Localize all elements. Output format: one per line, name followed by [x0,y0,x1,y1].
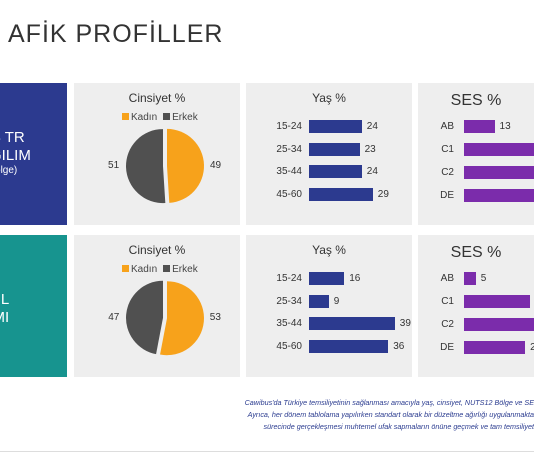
bar-value-label: 36 [393,340,405,352]
row-label-line: AĞILIM [0,147,31,164]
bar [464,120,495,133]
bar-value-label: 26 [530,342,534,353]
bar-value-label: 16 [349,273,361,284]
row-label-box: US TRAĞILIM2 Bölge) [0,83,67,225]
pie-slice [126,280,164,355]
bar-category-label: C1 [441,296,454,307]
legend-item: Kadın [122,264,157,275]
chart-legend: Kadın Erkek [122,112,204,123]
legend-swatch [163,265,171,272]
bar-category-label: AB [440,121,454,132]
legend-label: Erkek [172,264,198,275]
bar-category-label: 15-24 [276,273,302,284]
bar-category-label: C2 [441,167,454,178]
pie-value-label: 49 [209,160,222,171]
pie-chart [126,128,204,204]
bar [309,120,362,133]
bar [464,318,534,331]
bar [464,272,476,285]
bar [309,272,345,285]
chart-legend: Kadın Erkek [122,264,204,275]
legend-swatch [122,113,129,120]
pie-value-label: 47 [108,312,120,323]
footer-divider [0,451,534,452]
bar [309,165,362,178]
bar-value-label: 23 [364,143,376,155]
bar [309,294,329,308]
legend-label: Kadın [131,264,158,275]
bar-category-label: 35-44 [276,318,302,329]
bar [309,142,360,156]
bar-category-label: C2 [441,319,454,330]
legend-item: Kadın [122,112,157,123]
bar-value-label: 9 [333,295,340,307]
footnote-line: Cawibus'da Türkiye temsiliyetinin sağlan… [244,398,534,407]
chart-panel: Yaş % 15-24 24 25-34 23 35-44 24 45-60 29 [246,83,412,225]
pie-value-label: 53 [209,312,221,323]
bar-category-label: C1 [441,144,454,155]
bar [309,339,389,353]
legend-item: Erkek [163,112,198,123]
legend-swatch [122,265,129,272]
bar-value-label: 24 [366,166,378,177]
bar-value-label: 24 [366,121,378,132]
bar-category-label: DE [440,342,454,353]
chart-panel: Cinsiyet % Kadın Erkek 49 51 [74,83,240,225]
bar [464,166,534,179]
row-label-line: LIMI [0,309,10,326]
chart-title: SES % [450,244,502,261]
pie-value-label: 51 [108,160,120,171]
bar-category-label: DE [440,190,454,201]
chart-title: SES % [450,92,502,109]
chart-title: Cinsiyet % [128,91,186,105]
bar [309,187,373,201]
row-label-box: BULLIMI [0,235,67,377]
row-label-line: BUL [0,291,10,308]
pie-slice [126,129,166,204]
row-label-line: US TR [0,129,25,146]
chart-title: Yaş % [312,243,346,257]
pie-slice [166,128,204,203]
bar-category-label: AB [440,273,454,284]
legend-label: Erkek [172,112,198,123]
bar-category-label: 25-34 [276,295,302,307]
bar-category-label: 15-24 [276,121,302,132]
chart-panel: Cinsiyet % Kadın Erkek 53 47 [74,235,240,377]
bar-value-label: 5 [480,273,487,284]
bar-category-label: 25-34 [276,143,302,155]
bar [464,341,526,354]
chart-title: Cinsiyet % [128,243,186,257]
bar [309,317,395,330]
chart-panel: Yaş % 15-24 16 25-34 9 35-44 39 45-60 36 [246,235,412,377]
pie-slice [160,281,204,356]
pie-chart [126,280,204,356]
bar [464,189,534,202]
bar-category-label: 45-60 [276,188,302,200]
legend-swatch [163,113,171,120]
footnote-line: Ayrıca, her dönem tablolama yapılırken s… [247,410,534,419]
row-label-line: 2 Bölge) [0,165,18,176]
page-title: AFİK PROFİLLER [8,20,224,48]
chart-title: Yaş % [312,91,346,105]
footnote-line: sürecinde gerçekleşmesi muhtemel ufak sa… [263,422,534,431]
legend-item: Erkek [163,264,198,275]
bar-category-label: 45-60 [276,340,302,352]
bar-value-label: 29 [377,188,389,200]
bar-value-label: 39 [399,318,411,329]
legend-label: Kadın [131,112,158,123]
bar-category-label: 35-44 [276,166,302,177]
chart-panel: SES %AB5C128C2DE26 [418,235,534,377]
bar [464,143,534,156]
bar [464,295,530,308]
chart-panel: SES %AB13C12C2DE [418,83,534,225]
bar-value-label: 13 [499,121,511,132]
